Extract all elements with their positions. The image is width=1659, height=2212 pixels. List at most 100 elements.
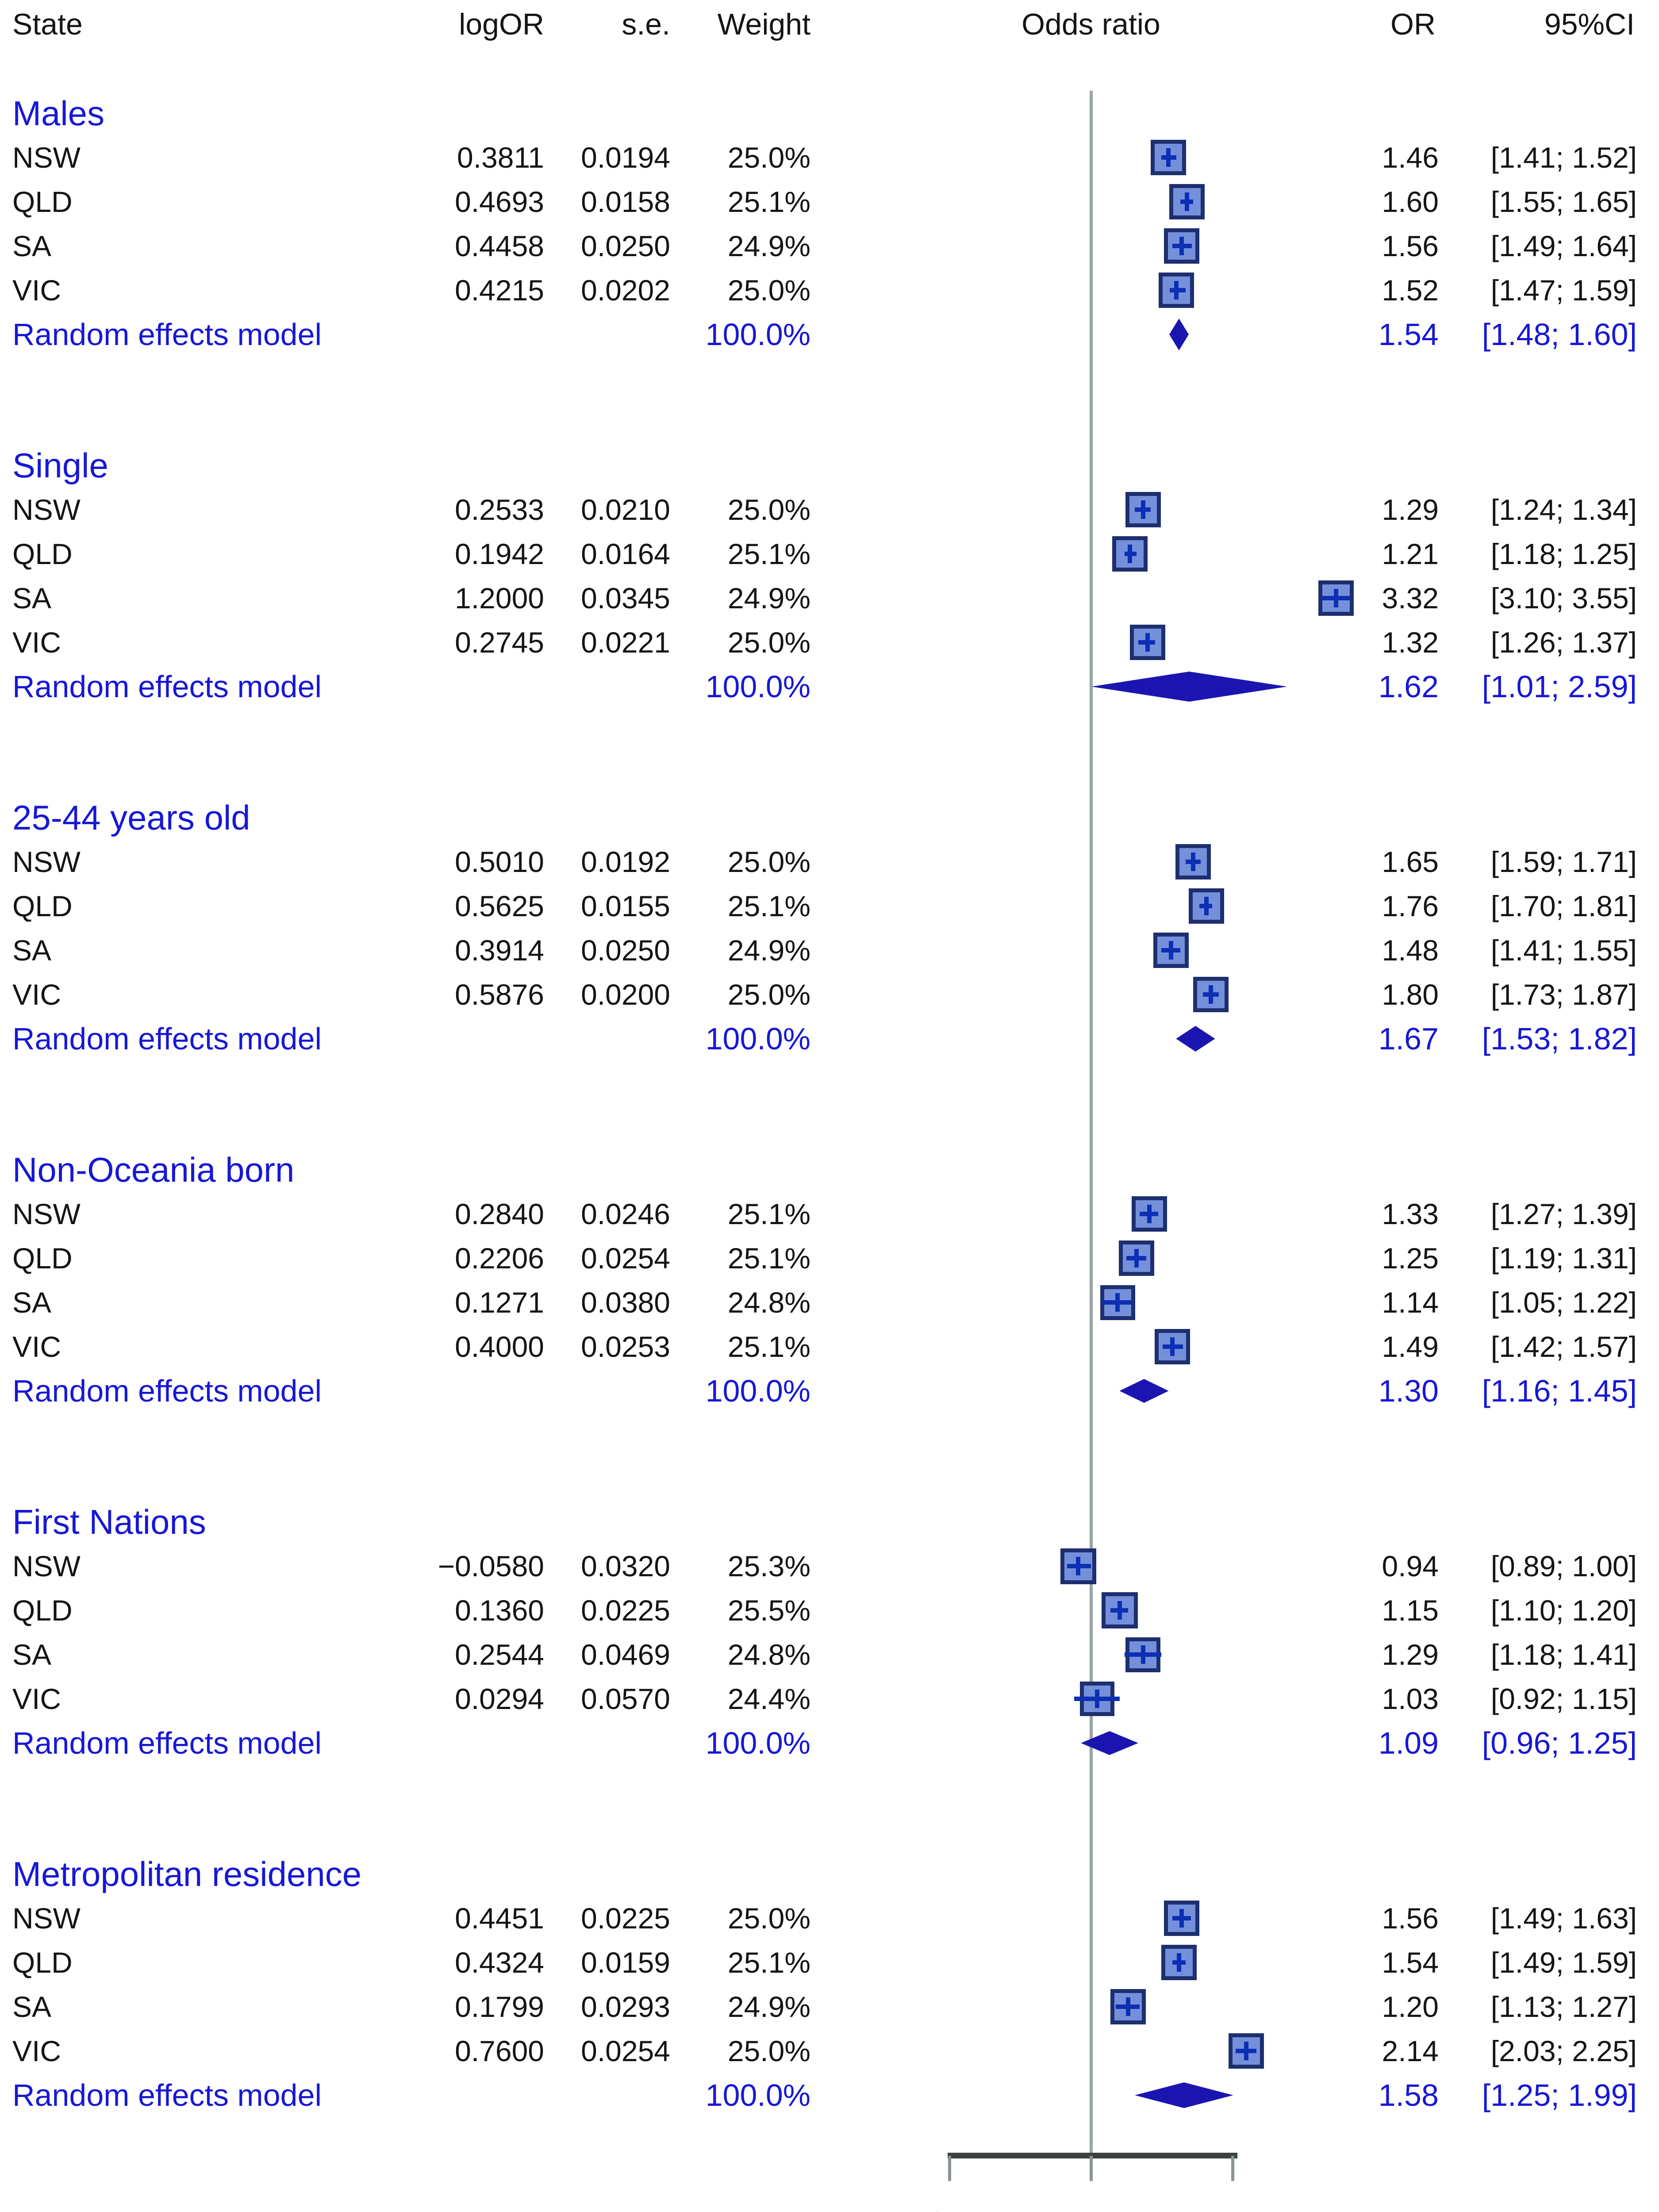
point-estimate-tick bbox=[1191, 853, 1196, 871]
study-state-label: SA bbox=[12, 1990, 52, 2023]
study-state-label: NSW bbox=[12, 141, 81, 174]
study-se-value: 0.0250 bbox=[581, 230, 670, 262]
study-se-value: 0.0254 bbox=[581, 2035, 670, 2067]
study-weight-value: 25.1% bbox=[727, 1242, 810, 1275]
estimate-square bbox=[1193, 977, 1229, 1012]
study-or-value: 1.49 bbox=[1382, 1330, 1439, 1363]
study-or-value: 1.80 bbox=[1382, 978, 1439, 1011]
study-ci-value: [1.59; 1.71] bbox=[1490, 845, 1637, 878]
study-ci-value: [1.49; 1.63] bbox=[1490, 1902, 1637, 1935]
study-state-label: SA bbox=[12, 1286, 52, 1319]
random-effects-weight: 100.0% bbox=[705, 2078, 810, 2112]
point-estimate-tick bbox=[1076, 1557, 1081, 1575]
x-axis-tick-label: 1 bbox=[1025, 2208, 1157, 2212]
study-or-value: 1.15 bbox=[1382, 1594, 1439, 1627]
study-ci-value: [1.73; 1.87] bbox=[1490, 978, 1637, 1011]
study-weight-value: 25.0% bbox=[727, 141, 810, 174]
study-weight-value: 25.0% bbox=[727, 274, 810, 307]
study-state-label: QLD bbox=[12, 185, 73, 218]
estimate-square bbox=[1164, 1901, 1200, 1936]
point-estimate-tick bbox=[1177, 1953, 1182, 1972]
study-logor-value: 0.5010 bbox=[455, 845, 544, 878]
study-ci-value: [1.27; 1.39] bbox=[1490, 1198, 1637, 1230]
study-or-value: 1.21 bbox=[1382, 538, 1439, 570]
study-se-value: 0.0164 bbox=[581, 538, 670, 570]
random-effects-ci-value: [1.01; 2.59] bbox=[1482, 669, 1637, 704]
study-state-label: QLD bbox=[12, 890, 73, 922]
study-weight-value: 24.8% bbox=[727, 1286, 810, 1319]
study-ci-value: [1.18; 1.41] bbox=[1490, 1638, 1637, 1671]
study-or-value: 1.46 bbox=[1382, 141, 1439, 174]
study-state-label: SA bbox=[12, 582, 52, 614]
point-estimate-tick bbox=[1141, 1645, 1145, 1664]
point-estimate-tick bbox=[1128, 545, 1132, 563]
study-weight-value: 24.9% bbox=[727, 1990, 810, 2023]
study-se-value: 0.0192 bbox=[581, 845, 670, 878]
random-effects-label: Random effects model bbox=[12, 669, 322, 704]
study-logor-value: 0.4451 bbox=[455, 1902, 544, 1935]
study-weight-value: 25.1% bbox=[727, 538, 810, 570]
x-axis-line bbox=[948, 2153, 1237, 2158]
study-state-label: VIC bbox=[12, 2035, 61, 2067]
study-se-value: 0.0293 bbox=[581, 1990, 670, 2023]
study-ci-value: [1.18; 1.25] bbox=[1490, 538, 1637, 570]
study-or-value: 1.29 bbox=[1382, 493, 1439, 526]
group-header: First Nations bbox=[12, 1502, 206, 1541]
point-estimate-tick bbox=[1204, 897, 1209, 915]
study-logor-value: 1.2000 bbox=[455, 582, 544, 614]
study-weight-value: 25.0% bbox=[727, 493, 810, 526]
random-effects-label: Random effects model bbox=[12, 1726, 322, 1760]
point-estimate-tick bbox=[1179, 1909, 1184, 1928]
study-se-value: 0.0155 bbox=[581, 890, 670, 922]
x-axis-tick bbox=[1231, 2156, 1234, 2181]
study-or-value: 1.52 bbox=[1382, 274, 1439, 307]
random-effects-weight: 100.0% bbox=[705, 1374, 810, 1408]
study-logor-value: 0.1271 bbox=[455, 1286, 544, 1319]
study-ci-value: [1.47; 1.59] bbox=[1490, 274, 1637, 307]
study-ci-value: [1.70; 1.81] bbox=[1490, 890, 1637, 922]
point-estimate-tick bbox=[1179, 237, 1184, 255]
study-logor-value: 0.2533 bbox=[455, 493, 544, 526]
study-weight-value: 25.1% bbox=[727, 1946, 810, 1979]
column-header-state: State bbox=[12, 8, 83, 41]
point-estimate-tick bbox=[1174, 281, 1179, 300]
study-logor-value: 0.2544 bbox=[455, 1638, 544, 1671]
random-effects-label: Random effects model bbox=[12, 317, 322, 352]
study-or-value: 1.03 bbox=[1382, 1682, 1439, 1715]
study-weight-value: 24.9% bbox=[727, 230, 810, 262]
group-header: 25-44 years old bbox=[12, 798, 250, 837]
point-estimate-tick bbox=[1117, 1601, 1122, 1620]
study-logor-value: 0.5876 bbox=[455, 978, 544, 1011]
study-ci-value: [1.05; 1.22] bbox=[1490, 1286, 1637, 1319]
point-estimate-tick bbox=[1147, 1205, 1152, 1223]
random-effects-label: Random effects model bbox=[12, 1374, 322, 1408]
column-header-weight: Weight bbox=[717, 8, 810, 41]
study-logor-value: 0.3914 bbox=[455, 934, 544, 967]
point-estimate-tick bbox=[1168, 941, 1173, 960]
study-or-value: 1.56 bbox=[1382, 230, 1439, 262]
study-weight-value: 25.0% bbox=[727, 2035, 810, 2067]
study-weight-value: 25.0% bbox=[727, 1902, 810, 1935]
group-header: Non-Oceania born bbox=[12, 1150, 295, 1189]
study-ci-value: [1.42; 1.57] bbox=[1490, 1330, 1637, 1363]
study-ci-value: [1.49; 1.59] bbox=[1490, 1946, 1637, 1979]
study-se-value: 0.0200 bbox=[581, 978, 670, 1011]
random-effects-label: Random effects model bbox=[12, 2078, 322, 2112]
estimate-square bbox=[1161, 1945, 1197, 1980]
study-logor-value: 0.0294 bbox=[455, 1682, 544, 1715]
study-state-label: VIC bbox=[12, 626, 61, 659]
study-logor-value: 0.4000 bbox=[455, 1330, 544, 1363]
study-or-value: 1.60 bbox=[1382, 185, 1439, 218]
random-effects-or-value: 1.58 bbox=[1378, 2078, 1439, 2112]
study-logor-value: 0.1360 bbox=[455, 1594, 544, 1627]
random-effects-weight: 100.0% bbox=[705, 317, 810, 352]
study-se-value: 0.0469 bbox=[581, 1638, 670, 1671]
study-se-value: 0.0345 bbox=[581, 582, 670, 614]
study-weight-value: 25.1% bbox=[727, 1330, 810, 1363]
study-se-value: 0.0246 bbox=[581, 1198, 670, 1230]
random-effects-weight: 100.0% bbox=[705, 1726, 810, 1760]
study-or-value: 1.56 bbox=[1382, 1902, 1439, 1935]
study-weight-value: 25.3% bbox=[727, 1550, 810, 1582]
random-effects-or-value: 1.54 bbox=[1378, 317, 1439, 352]
